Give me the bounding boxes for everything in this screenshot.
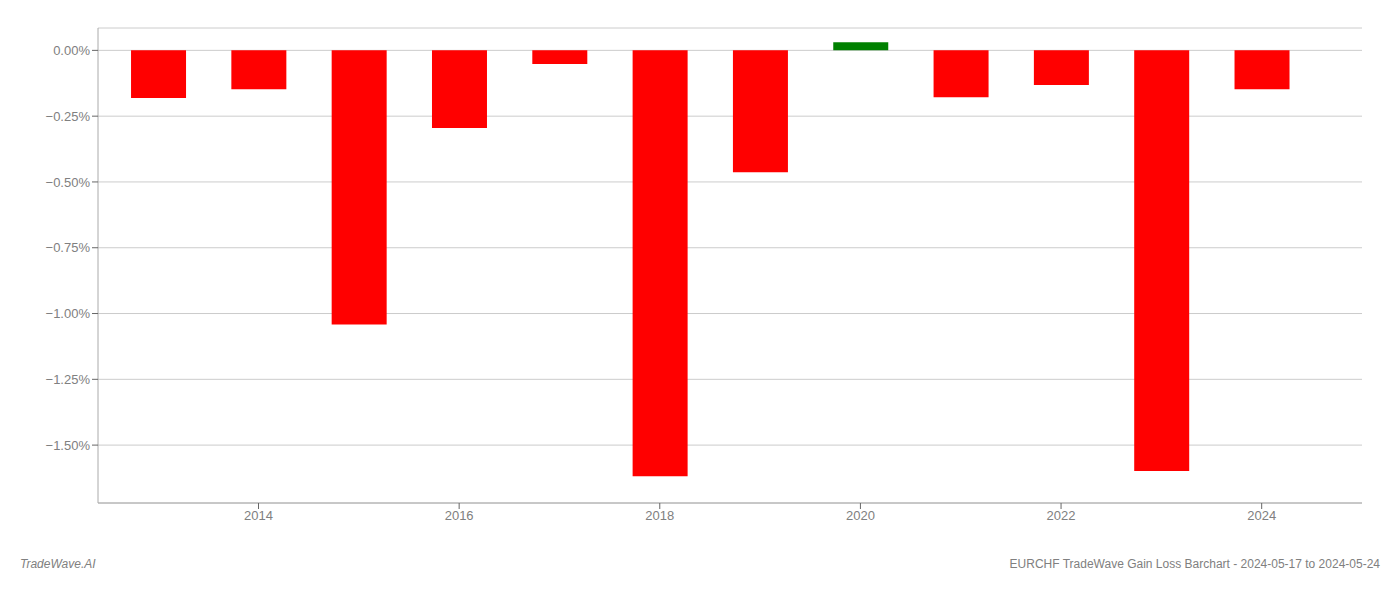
svg-text:−0.50%: −0.50% bbox=[46, 175, 91, 190]
html-text:EURCHF TradeWave Gain Loss Bar: EURCHF TradeWave Gain Loss Barchart - 20… bbox=[1009, 557, 1380, 571]
svg-text:2022: 2022 bbox=[1047, 508, 1076, 523]
svg-text:−0.75%: −0.75% bbox=[46, 240, 91, 255]
svg-text:−1.00%: −1.00% bbox=[46, 306, 91, 321]
svg-text:2024: 2024 bbox=[1247, 508, 1276, 523]
svg-text:2020: 2020 bbox=[846, 508, 875, 523]
html-text:TradeWave.AI: TradeWave.AI bbox=[20, 557, 96, 571]
svg-text:2018: 2018 bbox=[645, 508, 674, 523]
svg-text:−1.50%: −1.50% bbox=[46, 438, 91, 453]
svg-text:2014: 2014 bbox=[244, 508, 273, 523]
svg-text:−1.25%: −1.25% bbox=[46, 372, 91, 387]
svg-text:−0.25%: −0.25% bbox=[46, 109, 91, 124]
svg-text:2016: 2016 bbox=[445, 508, 474, 523]
svg-text:0.00%: 0.00% bbox=[53, 43, 90, 58]
